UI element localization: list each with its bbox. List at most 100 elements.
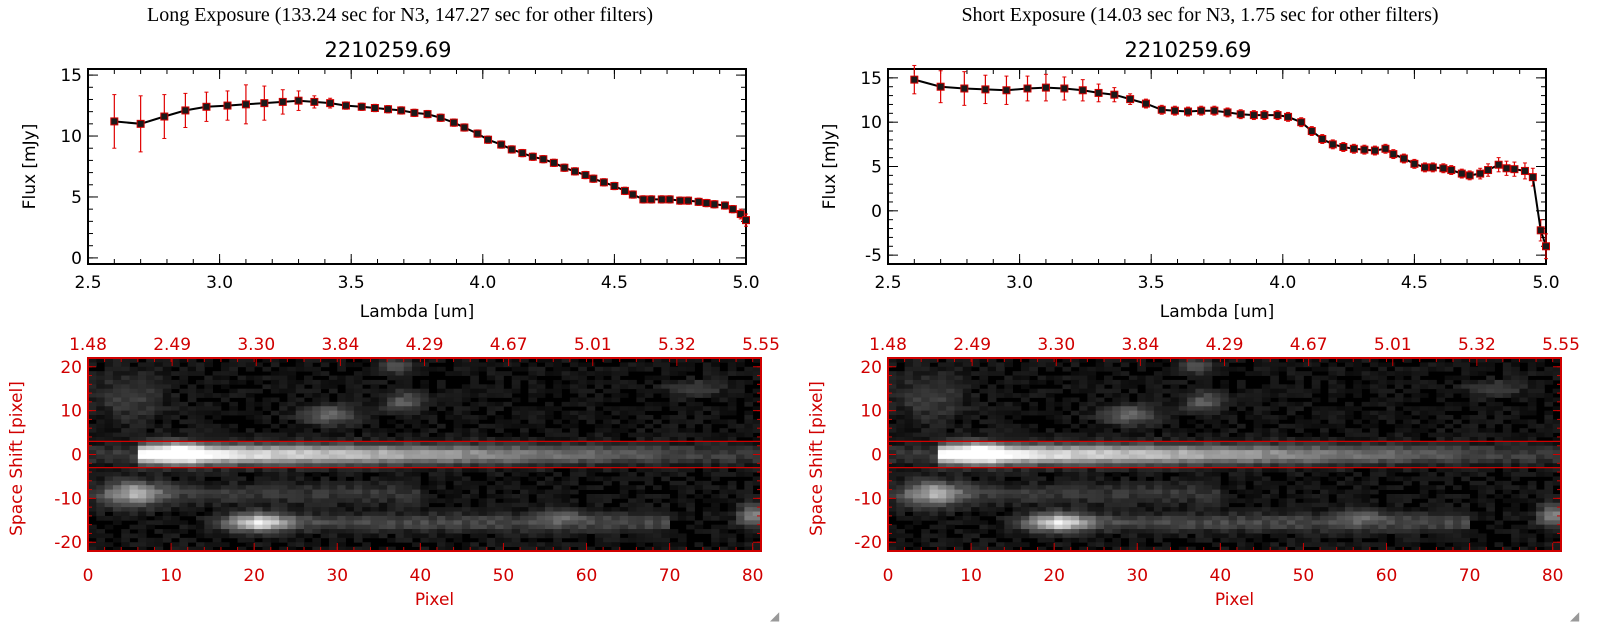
image-pixel <box>752 441 762 447</box>
image-pixel <box>495 406 504 412</box>
image-pixel <box>171 371 180 376</box>
image-pixel <box>196 546 205 552</box>
image-pixel <box>362 410 371 416</box>
image-pixel <box>1527 384 1537 390</box>
image-pixel <box>262 511 272 517</box>
image-pixel <box>328 458 338 464</box>
image-pixel <box>1270 415 1279 420</box>
image-pixel <box>603 480 612 486</box>
y-tick-label: 0 <box>71 446 82 466</box>
image-pixel <box>1344 401 1354 407</box>
image-pixel <box>719 463 729 469</box>
image-pixel <box>1378 384 1387 390</box>
image-pixel <box>569 476 579 482</box>
image-pixel <box>511 423 521 429</box>
image-pixel <box>154 450 164 455</box>
image-pixel <box>129 515 139 521</box>
image-pixel <box>1428 366 1437 372</box>
image-pixel <box>478 467 488 473</box>
resize-grip-icon[interactable]: ◢ <box>770 609 780 623</box>
image-pixel <box>578 458 587 464</box>
image-pixel <box>254 511 263 517</box>
image-pixel <box>603 498 612 504</box>
image-pixel <box>412 511 421 517</box>
image-pixel <box>1120 423 1130 429</box>
image-pixel <box>1120 362 1130 368</box>
image-pixel <box>196 436 205 442</box>
image-pixel <box>495 419 504 425</box>
image-pixel <box>204 406 214 412</box>
image-pixel <box>262 480 272 486</box>
image-pixel <box>254 472 263 477</box>
image-pixel <box>569 428 579 433</box>
image-pixel <box>478 362 488 368</box>
image-pixel <box>229 379 238 385</box>
image-pixel <box>586 502 596 508</box>
image-pixel <box>954 441 964 447</box>
image-pixel <box>652 507 662 512</box>
image-pixel <box>461 432 471 438</box>
image-pixel <box>88 524 97 530</box>
image-pixel <box>337 480 346 486</box>
image-pixel <box>1087 423 1097 429</box>
image-pixel <box>1079 415 1088 420</box>
image-pixel <box>495 485 504 490</box>
image-pixel <box>146 384 155 390</box>
image-pixel <box>420 397 430 403</box>
image-pixel <box>1178 393 1188 398</box>
image-pixel <box>171 436 180 442</box>
image-pixel <box>362 524 371 530</box>
image-pixel <box>436 472 446 477</box>
image-pixel <box>1527 366 1537 372</box>
image-pixel <box>652 463 662 469</box>
data-point <box>507 145 516 154</box>
image-pixel <box>578 415 587 420</box>
image-pixel <box>428 520 438 526</box>
image-pixel <box>503 419 513 425</box>
image-pixel <box>412 388 421 394</box>
image-pixel <box>353 511 363 517</box>
image-pixel <box>1344 415 1354 420</box>
image-pixel <box>1095 379 1105 385</box>
image-pixel <box>719 493 729 499</box>
image-pixel <box>1394 371 1404 376</box>
image-pixel <box>229 436 238 442</box>
image-pixel <box>1403 428 1412 433</box>
image-pixel <box>362 463 371 469</box>
image-pixel <box>1469 401 1479 407</box>
image-pixel <box>937 423 947 429</box>
image-pixel <box>229 450 238 455</box>
image-pixel <box>1411 371 1421 376</box>
image-pixel <box>569 458 579 464</box>
image-pixel <box>254 533 263 539</box>
image-pixel <box>1328 375 1338 381</box>
image-pixel <box>1112 436 1122 442</box>
image-pixel <box>1270 375 1279 381</box>
image-pixel <box>1220 441 1230 447</box>
image-pixel <box>752 515 762 521</box>
image-pixel <box>295 366 305 372</box>
image-pixel <box>345 493 355 499</box>
image-pixel <box>719 379 729 385</box>
image-pixel <box>387 388 396 394</box>
image-pixel <box>420 507 430 512</box>
image-pixel <box>220 371 230 376</box>
image-pixel <box>1079 406 1088 412</box>
image-pixel <box>403 511 413 517</box>
image-pixel <box>378 393 388 398</box>
image-pixel <box>270 537 280 543</box>
image-pixel <box>636 362 646 368</box>
image-pixel <box>187 371 197 376</box>
image-pixel <box>104 458 114 464</box>
image-pixel <box>428 524 438 530</box>
image-pixel <box>677 537 687 543</box>
image-pixel <box>353 533 363 539</box>
image-pixel <box>578 454 587 460</box>
image-pixel <box>320 384 330 390</box>
image-pixel <box>719 406 729 412</box>
image-pixel <box>628 441 637 447</box>
image-pixel <box>937 441 947 447</box>
image-pixel <box>1353 436 1362 442</box>
image-pixel <box>1486 379 1495 385</box>
image-pixel <box>204 358 214 363</box>
